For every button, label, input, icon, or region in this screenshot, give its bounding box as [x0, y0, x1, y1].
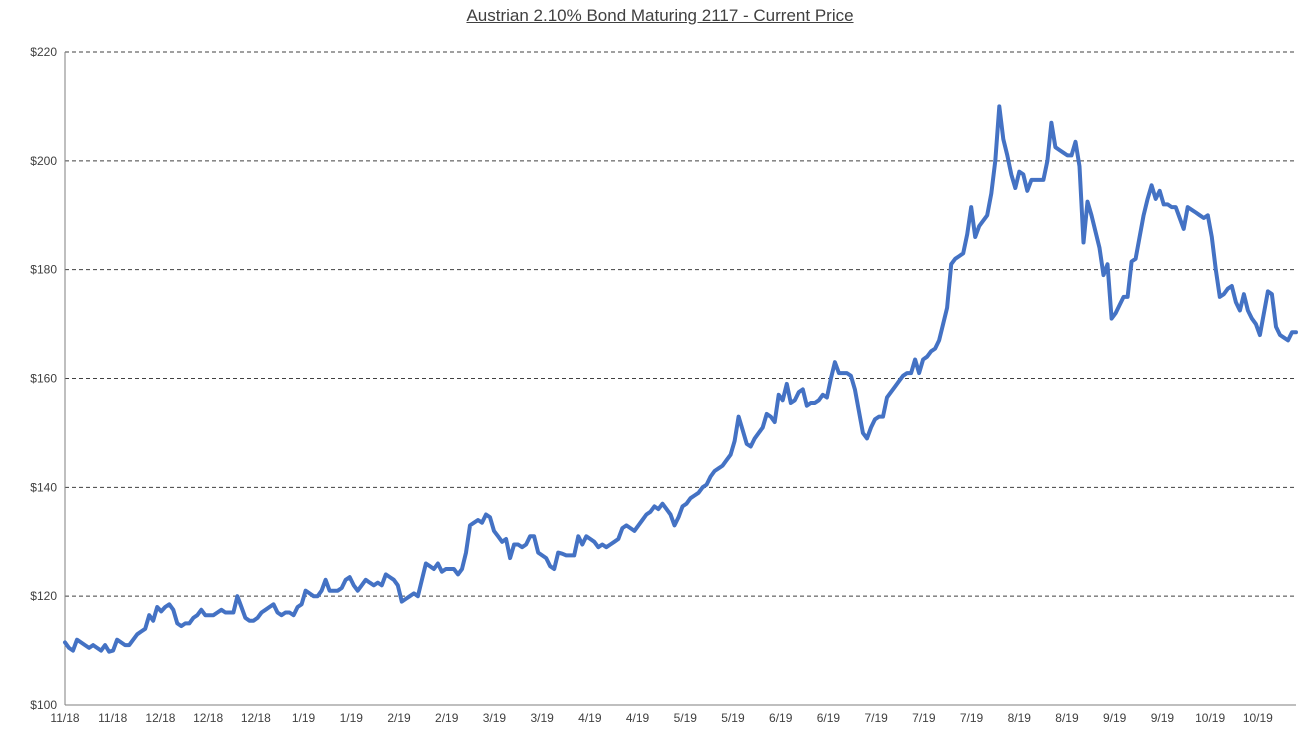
- x-tick-label: 11/18: [50, 711, 79, 725]
- x-tick-label: 3/19: [530, 711, 554, 725]
- y-axis-tick-labels: $100 $120 $140 $160 $180 $200 $220: [30, 45, 57, 712]
- x-tick-label: 2/19: [387, 711, 411, 725]
- x-tick-label: 12/18: [145, 711, 175, 725]
- x-tick-label: 5/19: [674, 711, 698, 725]
- x-tick-label: 6/19: [817, 711, 841, 725]
- x-tick-label: 9/19: [1151, 711, 1175, 725]
- x-tick-label: 4/19: [626, 711, 650, 725]
- x-tick-label: 5/19: [721, 711, 745, 725]
- y-tick-label: $120: [30, 589, 57, 603]
- x-tick-label: 12/18: [241, 711, 271, 725]
- x-tick-label: 4/19: [578, 711, 602, 725]
- x-tick-label: 10/19: [1195, 711, 1225, 725]
- gridlines: [65, 51, 1296, 597]
- x-tick-label: 10/19: [1243, 711, 1273, 725]
- x-tick-label: 1/19: [340, 711, 364, 725]
- x-axis-tick-labels: 11/18 11/18 12/18 12/18 12/18 1/19 1/19 2/19 2/1…: [50, 711, 1273, 725]
- axes: [64, 52, 1296, 706]
- x-tick-label: 7/19: [960, 711, 984, 725]
- x-tick-label: 8/19: [1008, 711, 1032, 725]
- x-tick-label: 11/18: [98, 711, 127, 725]
- x-tick-label: 12/18: [193, 711, 223, 725]
- x-tick-label: 6/19: [769, 711, 793, 725]
- y-tick-label: $160: [30, 372, 57, 386]
- chart-title: Austrian 2.10% Bond Maturing 2117 - Curr…: [466, 6, 854, 25]
- series-layer: [63, 104, 1298, 654]
- y-tick-label: $100: [30, 698, 57, 712]
- y-tick-label: $220: [30, 45, 57, 59]
- price-series-line: [63, 104, 1298, 654]
- y-tick-label: $200: [30, 154, 57, 168]
- x-tick-label: 7/19: [864, 711, 888, 725]
- y-tick-label: $180: [30, 263, 57, 277]
- y-tick-label: $140: [30, 480, 57, 494]
- x-tick-label: 3/19: [483, 711, 507, 725]
- x-tick-label: 7/19: [912, 711, 936, 725]
- x-tick-label: 2/19: [435, 711, 459, 725]
- x-tick-label: 9/19: [1103, 711, 1127, 725]
- x-tick-label: 8/19: [1055, 711, 1079, 725]
- x-tick-label: 1/19: [292, 711, 316, 725]
